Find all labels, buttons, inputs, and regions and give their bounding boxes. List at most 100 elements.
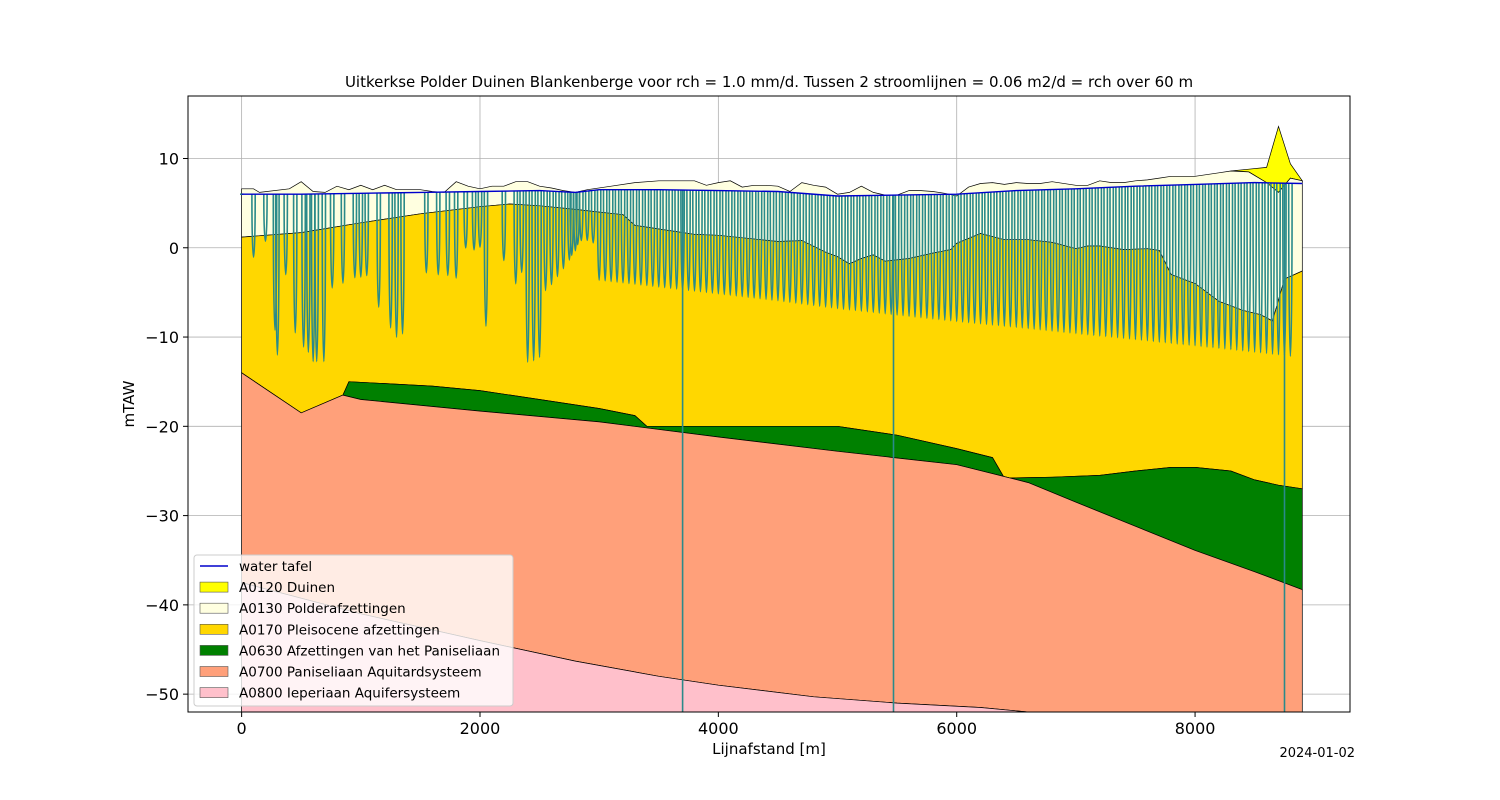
streamline (483, 191, 489, 327)
streamline (668, 189, 674, 289)
streamline (751, 191, 757, 299)
water-table-line (241, 181, 1303, 197)
streamline (847, 195, 852, 311)
streamline (1007, 190, 1013, 328)
streamline (841, 195, 846, 310)
streamline (984, 192, 989, 325)
streamline (471, 191, 477, 251)
streamline (1127, 186, 1132, 340)
streamline (1049, 189, 1055, 332)
streamline (900, 194, 906, 317)
y-tick-label: −50 (145, 685, 179, 704)
streamline (972, 193, 978, 324)
streamline (757, 191, 763, 300)
streamline (537, 190, 542, 359)
streamline (870, 195, 876, 314)
streamline (1121, 186, 1126, 339)
streamline (739, 190, 745, 297)
streamline (787, 192, 793, 304)
streamline (1222, 183, 1228, 350)
streamline (650, 189, 656, 287)
x-tick-label: 0 (237, 719, 247, 738)
streamline (1204, 183, 1210, 348)
streamline (445, 191, 451, 277)
streamline (1264, 182, 1269, 355)
streamline (954, 194, 960, 322)
legend-label: A0630 Afzettingen van het Paniseliaan (239, 643, 500, 659)
streamline (1276, 182, 1281, 356)
streamline (549, 191, 554, 286)
legend-swatch (199, 623, 229, 635)
streamline (882, 195, 888, 315)
streamline (1258, 182, 1264, 354)
streamline (715, 190, 721, 295)
streamline (400, 192, 405, 335)
streamline (329, 193, 335, 289)
streamline (626, 189, 632, 285)
plot-frame (187, 95, 1351, 713)
streamline (936, 194, 942, 320)
streamline (1192, 184, 1198, 347)
legend-swatch (199, 666, 229, 677)
streamline (1174, 184, 1180, 345)
streamline (1103, 187, 1109, 337)
streamline (1043, 189, 1049, 332)
streamline (966, 193, 972, 324)
streamline (990, 192, 995, 326)
streamline (721, 190, 727, 295)
streamline (781, 191, 787, 303)
streamline (662, 189, 668, 288)
streamline (590, 190, 596, 244)
y-tick-label: −20 (145, 417, 179, 436)
streamline (948, 194, 954, 322)
streamline (930, 194, 936, 320)
streamline (698, 190, 703, 293)
streamline (1091, 187, 1097, 337)
streamline (799, 193, 805, 305)
streamline (525, 190, 531, 363)
streamline (1067, 188, 1073, 334)
streamline (1168, 185, 1174, 344)
streamline (656, 189, 662, 288)
y-tick-label: 0 (169, 239, 179, 258)
streamline (835, 195, 840, 310)
streamline (1037, 189, 1043, 331)
streamline (463, 191, 469, 249)
streamline (1246, 182, 1252, 353)
streamline (1198, 184, 1204, 347)
streamline (1270, 182, 1275, 355)
legend-swatch (199, 645, 229, 656)
streamline (1180, 184, 1186, 345)
series-lines (241, 181, 1303, 197)
streamline (1133, 186, 1138, 340)
streamline (602, 189, 608, 282)
y-axis-label: mTAW (120, 380, 138, 427)
streamline (960, 193, 966, 323)
streamline (340, 193, 346, 284)
streamline (1234, 183, 1240, 351)
streamline (1115, 186, 1121, 339)
streamline (1001, 191, 1007, 327)
streamline (263, 194, 268, 242)
streamline (620, 189, 626, 284)
streamline (1150, 185, 1156, 342)
date-stamp: 2024-01-02 (1279, 746, 1355, 761)
streamline (531, 190, 537, 362)
streamline (364, 193, 370, 277)
streamline (1025, 190, 1031, 330)
streamlines (240, 182, 1293, 712)
streamline (745, 191, 751, 298)
streamline (501, 191, 507, 262)
streamline (477, 191, 483, 248)
legend-box (193, 554, 514, 707)
legend-label: A0120 Duinen (239, 580, 335, 596)
legend-label: A0170 Pleisocene afzettingen (239, 622, 440, 638)
streamline (321, 193, 327, 363)
streamline (560, 191, 566, 270)
streamline (578, 191, 584, 242)
y-tick-label: −40 (145, 596, 179, 615)
streamline (727, 190, 733, 296)
streamline (1079, 188, 1085, 335)
legend-swatch (199, 602, 229, 614)
